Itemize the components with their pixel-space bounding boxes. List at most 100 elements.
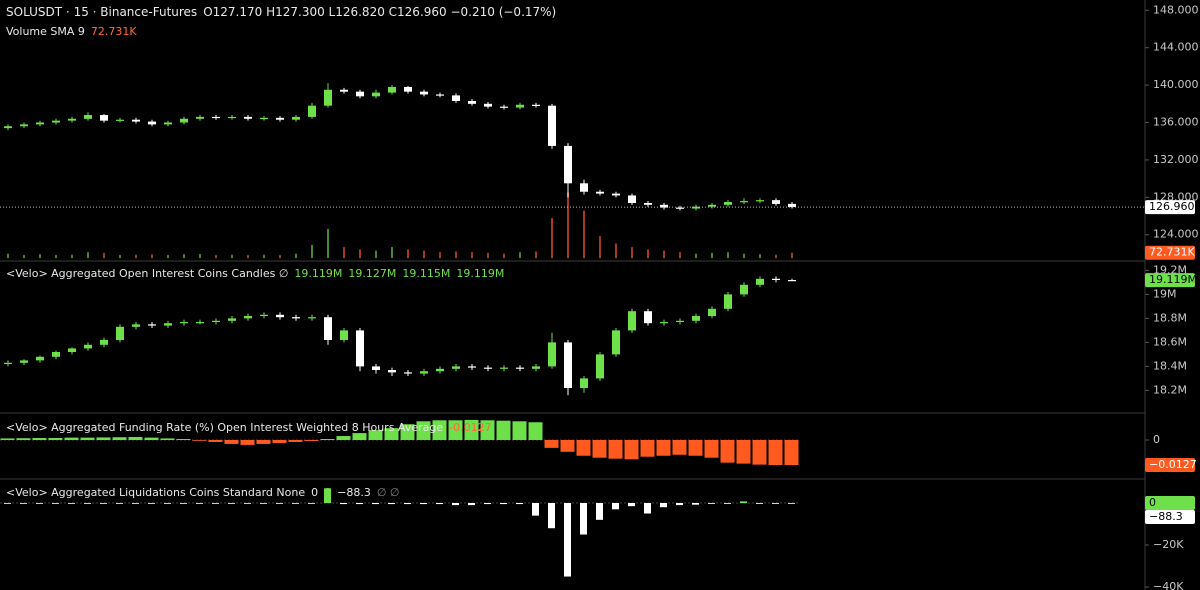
bar	[356, 503, 363, 505]
candle-body	[404, 86, 412, 92]
y-tick-label: 132.000	[1153, 153, 1199, 166]
volume-sma-value: 72.731K	[90, 25, 137, 38]
candle-body	[212, 320, 220, 322]
liq-legend: ∅ ∅	[376, 486, 400, 499]
oi-legend: 19.119M	[456, 267, 505, 280]
candle-body	[68, 118, 76, 121]
candle-body	[548, 342, 556, 367]
bar	[368, 430, 383, 440]
volume-bar	[519, 252, 521, 258]
volume-bar	[583, 210, 585, 258]
value-tag-label: 19.119M	[1149, 273, 1197, 286]
candle-body	[228, 318, 236, 321]
y-tick-label: 140.000	[1153, 78, 1199, 91]
candle-body	[660, 322, 668, 324]
liq-header: <Velo> Aggregated Liquidations Coins Sta…	[6, 486, 406, 499]
volume-bar	[343, 247, 345, 258]
volume-bar	[775, 254, 777, 258]
candle-body	[548, 105, 556, 146]
bar	[496, 420, 511, 440]
bar	[116, 503, 123, 504]
bar	[372, 503, 379, 505]
y-tick-label: 19M	[1153, 287, 1177, 300]
candle-body	[244, 316, 252, 319]
candle-body	[340, 89, 348, 92]
volume-bar	[679, 252, 681, 258]
funding-title: <Velo> Aggregated Funding Rate (%) Open …	[6, 421, 444, 434]
bar	[512, 421, 527, 440]
oi-title: <Velo> Aggregated Open Interest Coins Ca…	[6, 267, 289, 280]
volume-bar	[535, 251, 537, 258]
candle-body	[612, 330, 620, 355]
volume-header: Volume SMA 9 72.731K	[6, 25, 143, 38]
bar	[196, 503, 203, 504]
candle-body	[180, 322, 188, 324]
bar	[708, 503, 715, 504]
candle-body	[580, 183, 588, 192]
volume-bar	[279, 255, 281, 258]
volume-bar	[23, 255, 25, 258]
bar	[132, 503, 139, 504]
oi-legend: 19.127M	[348, 267, 397, 280]
candle-body	[356, 330, 364, 367]
candle-body	[612, 193, 620, 196]
bar	[384, 428, 399, 440]
candle-body	[580, 378, 588, 388]
y-tick-label: 148.000	[1153, 3, 1199, 16]
bar	[772, 503, 779, 504]
volume-bar	[615, 243, 617, 258]
volume-bar	[71, 254, 73, 258]
bar	[352, 433, 367, 440]
bar	[592, 439, 607, 458]
price-header: SOLUSDT · 15 · Binance-Futures O127.170 H…	[6, 5, 562, 19]
candle-body	[308, 105, 316, 117]
bar	[532, 503, 539, 516]
candle-body	[116, 326, 124, 340]
candle-body	[756, 278, 764, 285]
bar	[640, 439, 655, 457]
bar	[644, 503, 651, 514]
bar	[144, 437, 159, 440]
bar	[484, 503, 491, 505]
volume-bar	[199, 254, 201, 258]
volume-tag-label: 72.731K	[1149, 246, 1195, 259]
bar	[180, 503, 187, 504]
bar	[112, 437, 127, 440]
candle-body	[420, 371, 428, 374]
candle-body	[788, 203, 796, 208]
candle-body	[596, 354, 604, 379]
bar	[720, 439, 735, 463]
candle-body	[500, 106, 508, 108]
candle-body	[372, 92, 380, 97]
bar	[404, 503, 411, 505]
volume-bar	[551, 218, 553, 258]
bar	[692, 503, 699, 505]
candle-body	[660, 204, 668, 208]
volume-bar	[263, 254, 265, 258]
bar	[176, 439, 191, 440]
bar	[608, 439, 623, 459]
candle-body	[148, 324, 156, 326]
bar	[500, 503, 507, 505]
candle-body	[532, 366, 540, 369]
bar	[464, 419, 479, 440]
bar	[0, 438, 15, 440]
bar	[740, 501, 747, 504]
candle-body	[596, 191, 604, 194]
volume-bar	[231, 254, 233, 258]
candle-body	[756, 200, 764, 202]
y-tick-label: 136.000	[1153, 116, 1199, 129]
bar	[20, 503, 27, 504]
bar	[656, 439, 671, 456]
candle-body	[100, 340, 108, 345]
candle-body	[516, 367, 524, 369]
bar	[452, 503, 459, 506]
volume-bar	[487, 252, 489, 258]
liq-legend: −88.3	[337, 486, 371, 499]
candle-body	[340, 330, 348, 340]
bar	[400, 424, 415, 440]
candle-body	[484, 103, 492, 107]
value-tag-label: −88.3	[1149, 510, 1183, 523]
candle-body	[356, 91, 364, 97]
value-tag	[1145, 510, 1195, 525]
